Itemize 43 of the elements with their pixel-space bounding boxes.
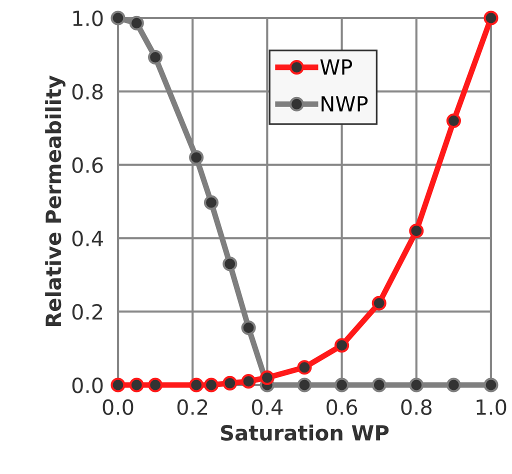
y-tick-label: 0.4 [72,230,103,246]
point [129,16,144,30]
x-axis-title: Saturation WP [221,424,389,441]
point [222,376,238,390]
point [484,10,498,26]
point [241,374,256,389]
point [148,50,163,65]
point [222,256,238,272]
x-tick-label: 0.6 [326,399,358,416]
point [409,224,424,238]
point [189,378,204,392]
y-tick-label: 0.2 [72,304,102,320]
point [204,195,219,210]
point [110,10,126,26]
point [446,113,461,128]
point [204,378,219,392]
point [372,296,386,310]
point [446,378,461,392]
point [484,378,498,392]
y-tick-label: 0.8 [72,84,103,100]
legend-label: NWP [322,96,368,112]
point [297,360,312,375]
x-tick-label: 0.0 [102,399,134,416]
point [409,378,424,392]
x-tick-label: 0.4 [252,399,283,416]
point [189,150,204,165]
point [148,378,163,392]
legend-label: WP [320,59,352,75]
y-tick-label: 0.0 [72,377,103,394]
x-tick-label: 1.0 [476,399,506,416]
point [372,378,386,392]
y-tick-label: 1.0 [73,10,103,26]
point [260,370,274,385]
point [297,378,312,392]
y-axis-title: Relative Permeability [45,75,66,326]
point [334,338,350,353]
point [129,378,144,392]
point [334,378,350,392]
x-tick-label: 0.8 [401,399,432,416]
x-tick-label: 0.2 [177,399,208,416]
point [241,320,256,336]
point [110,378,126,392]
y-tick-label: 0.6 [72,157,103,174]
